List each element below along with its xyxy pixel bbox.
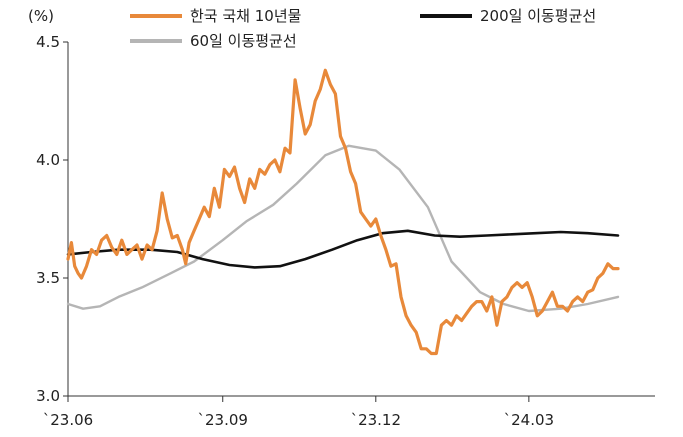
- legend-label-2: 200일 이동평균선: [480, 7, 596, 25]
- y-tick-label: 4.0: [36, 151, 60, 169]
- legend-label-1: 한국 국채 10년물: [190, 7, 301, 25]
- y-tick-label: 3.0: [36, 387, 60, 405]
- x-tick-label: `23.12: [351, 411, 401, 429]
- x-tick-label: `24.03: [504, 411, 554, 429]
- series-layer: [66, 68, 620, 356]
- x-tick-label: `23.09: [198, 411, 248, 429]
- legend: 한국 국채 10년물 200일 이동평균선 60일 이동평균선: [130, 7, 596, 50]
- series-line-2: [66, 229, 620, 269]
- y-tick-label: 3.5: [36, 269, 60, 287]
- x-tick-label: `23.06: [43, 411, 93, 429]
- series-line-3: [66, 144, 620, 313]
- axes: 3.0 3.5 4.0 4.5 `23.06 `23.09 `23.12 `24.03: [36, 33, 655, 429]
- y-tick-label: 4.5: [36, 33, 60, 51]
- legend-label-3: 60일 이동평균선: [190, 32, 297, 50]
- series-line-1: [66, 68, 620, 356]
- y-unit-label: (%): [28, 7, 54, 25]
